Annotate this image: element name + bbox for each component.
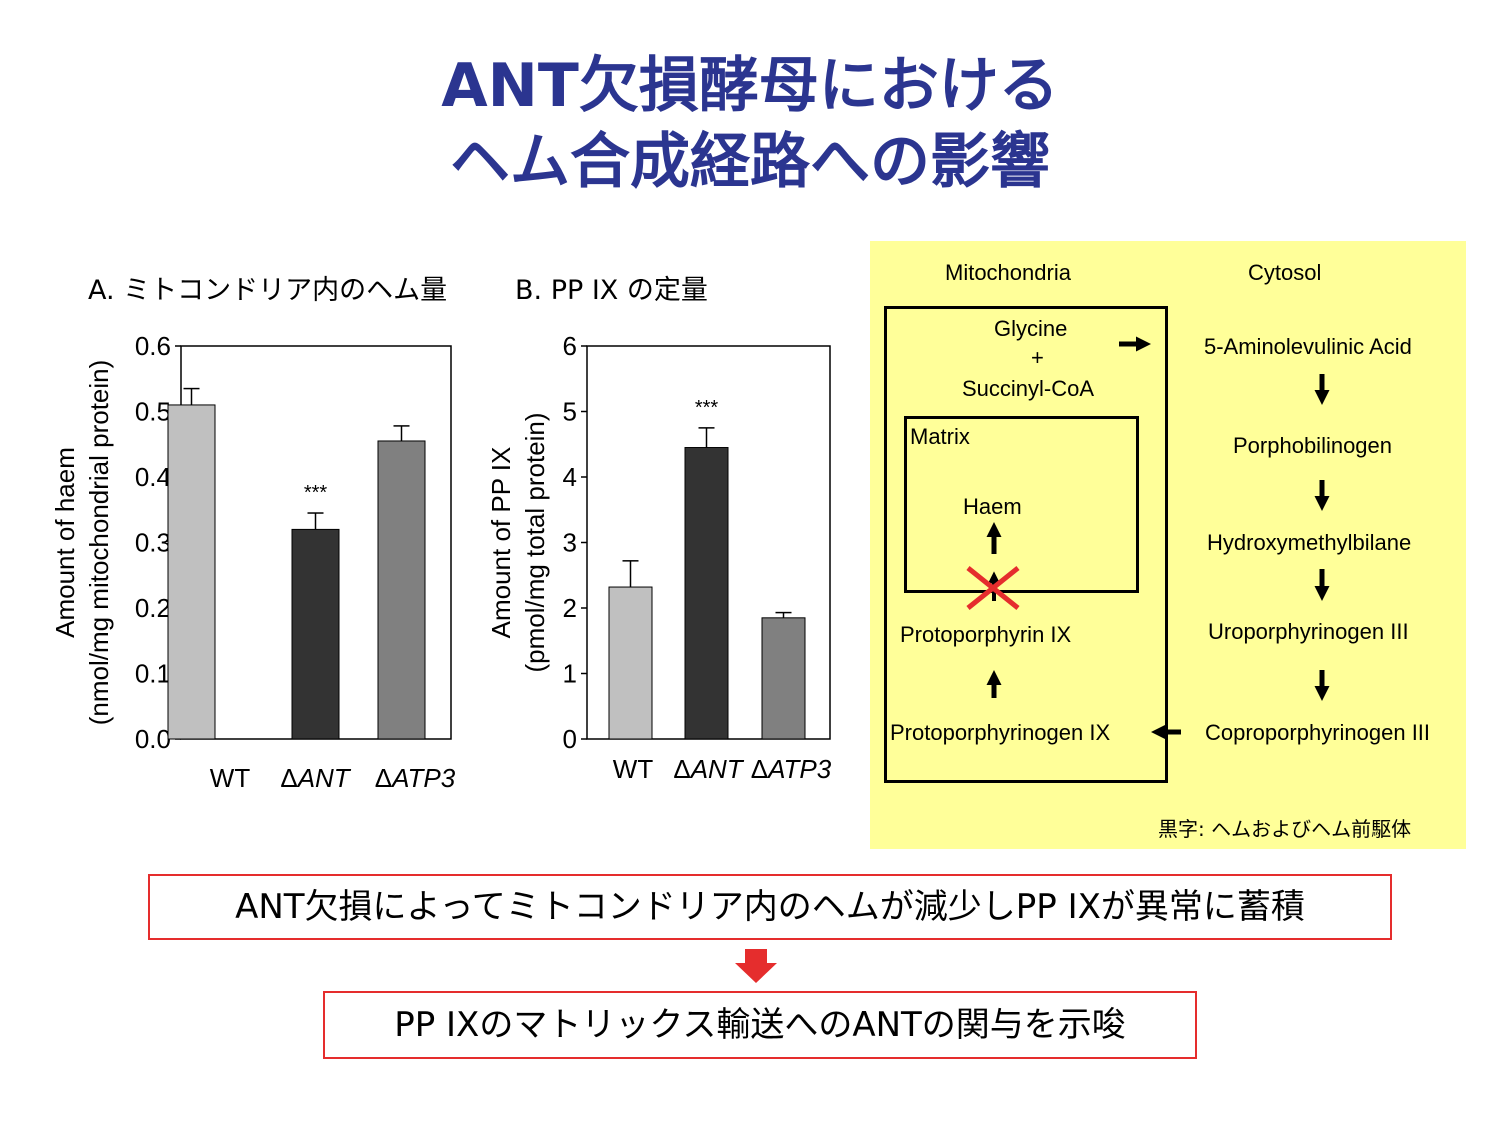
mitochondria-label: Mitochondria — [945, 260, 1071, 285]
ppix-chart: 0 1 2 3 4 5 6 Amount of PP IX (pmol/mg total pro… — [486, 331, 832, 784]
succinyl-coa-label: Succinyl-CoA — [962, 376, 1095, 401]
y-tick-label: 6 — [563, 331, 577, 361]
y-tick-label: 5 — [563, 397, 577, 427]
blocked-transport-cross-icon — [966, 566, 1020, 610]
matrix-label: Matrix — [910, 424, 970, 449]
y-tick-label: 0.3 — [135, 528, 171, 558]
y-tick-label: 1 — [563, 659, 577, 689]
y-axis-title-line1: Amount of PP IX — [486, 447, 516, 639]
conclusion-box-1: ANT欠損によってミトコンドリア内のヘムが減少しPP IXが異常に蓄積 — [148, 874, 1392, 940]
x-tick-label: ΔATP3 — [751, 754, 832, 784]
heme-pathway-diagram: Mitochondria Cytosol Glycine + Succinyl-… — [870, 241, 1466, 849]
panel-a-heading: A. ミトコンドリア内のヘム量 — [88, 275, 448, 306]
bar — [167, 404, 216, 740]
y-tick-label: 3 — [563, 528, 577, 558]
y-axis-title-line2: (pmol/mg total protein) — [520, 412, 550, 672]
y-tick-label: 2 — [563, 593, 577, 623]
protoporphyrin-label: Protoporphyrin IX — [900, 622, 1072, 647]
significance-label: *** — [304, 482, 328, 504]
bar — [608, 586, 653, 740]
y-tick-label: 0.5 — [135, 397, 171, 427]
uroporphyrinogen-label: Uroporphyrinogen III — [1208, 619, 1409, 644]
x-tick-label: ΔANT — [673, 754, 744, 784]
bar — [291, 528, 340, 740]
y-tick-label: 0.0 — [135, 724, 171, 754]
slide-title-line2: ヘム合成経路への影響 — [450, 127, 1050, 197]
y-axis-title-line1: Amount of haem — [50, 447, 80, 638]
bar — [377, 440, 426, 740]
panel-b-heading: B. PP IX の定量 — [515, 275, 708, 306]
y-tick-label: 0 — [563, 724, 577, 754]
y-tick-label: 4 — [563, 462, 577, 492]
haem-label: Haem — [963, 494, 1022, 519]
y-axis-title-line2: (nmol/mg mitochondrial protein) — [84, 360, 114, 726]
legend-note: 黒字: ヘムおよびヘム前駆体 — [1158, 817, 1412, 841]
conclusion-box-2: PP IXのマトリックス輸送へのANTの関与を示唆 — [323, 991, 1197, 1059]
x-tick-label: WT — [613, 754, 654, 784]
bar — [684, 447, 729, 740]
x-tick-label: ΔANT — [280, 763, 351, 793]
matrix-box — [904, 416, 1139, 593]
pathway-arrows — [966, 336, 1330, 740]
bar — [761, 617, 806, 740]
coproporphyrinogen-label: Coproporphyrinogen III — [1205, 720, 1431, 745]
slide-title-line1: ANT欠損酵母における — [441, 51, 1059, 121]
mitochondria-box — [884, 306, 1168, 783]
y-tick-label: 0.1 — [135, 659, 171, 689]
haem-chart: 0.0 0.1 0.2 0.3 0.4 0.5 0.6 Amount of haem (nmol… — [50, 331, 456, 793]
red-down-arrow-icon — [735, 949, 777, 983]
x-tick-label: WT — [210, 763, 251, 793]
y-tick-label: 0.2 — [135, 593, 171, 623]
plus-label: + — [1031, 345, 1044, 370]
x-tick-label: ΔATP3 — [375, 763, 456, 793]
y-tick-label: 0.4 — [135, 462, 171, 492]
cytosol-label: Cytosol — [1248, 260, 1322, 285]
significance-label: *** — [695, 397, 719, 419]
glycine-label: Glycine — [994, 316, 1068, 341]
ala-label: 5-Aminolevulinic Acid — [1204, 334, 1412, 359]
porphobilinogen-label: Porphobilinogen — [1233, 433, 1393, 458]
protoporphyrinogen-label: Protoporphyrinogen IX — [890, 720, 1111, 745]
y-tick-label: 0.6 — [135, 331, 171, 361]
hydroxymethylbilane-label: Hydroxymethylbilane — [1207, 530, 1412, 555]
